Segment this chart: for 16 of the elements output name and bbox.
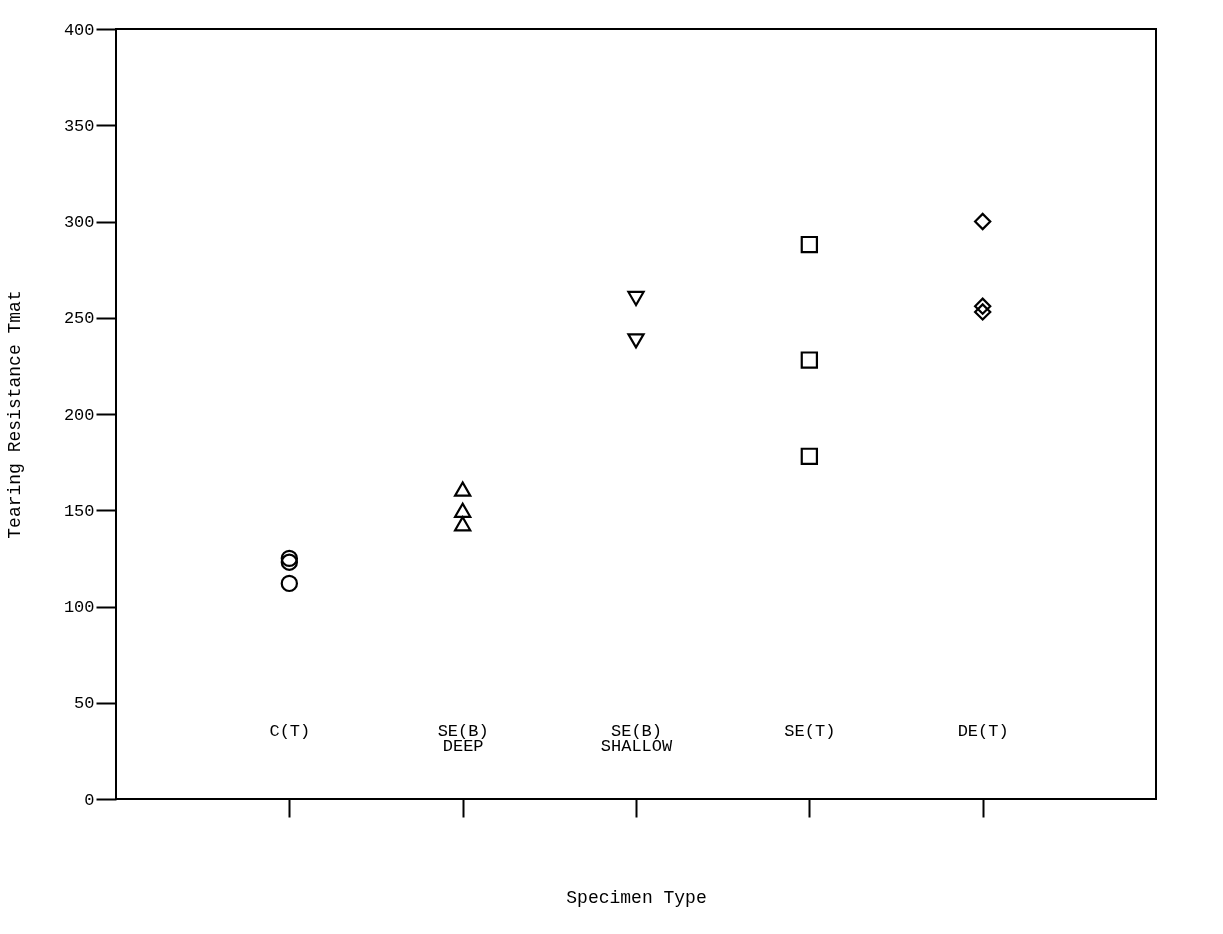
- x-tick-label: SE(T): [784, 721, 836, 741]
- x-tick-label: SE(B) DEEP: [437, 721, 489, 756]
- x-tick-label: SE(B) SHALLOW: [600, 721, 673, 756]
- y-tick-label: 350: [63, 116, 95, 136]
- y-axis-title: Tearing Resistance Tmat: [4, 290, 25, 539]
- y-tick-label: 150: [63, 501, 95, 521]
- y-tick-label: 400: [63, 20, 95, 40]
- y-tick-label: 50: [74, 694, 95, 714]
- x-tick-label: DE(T): [957, 721, 1009, 741]
- y-tick-label: 200: [63, 405, 95, 425]
- y-tick-label: 250: [63, 309, 95, 329]
- y-tick-label: 300: [63, 213, 95, 232]
- x-tick-label: C(T): [269, 721, 311, 741]
- x-axis-title: Specimen Type: [566, 887, 707, 908]
- y-tick-label: 0: [84, 790, 95, 810]
- y-tick-label: 100: [63, 598, 95, 617]
